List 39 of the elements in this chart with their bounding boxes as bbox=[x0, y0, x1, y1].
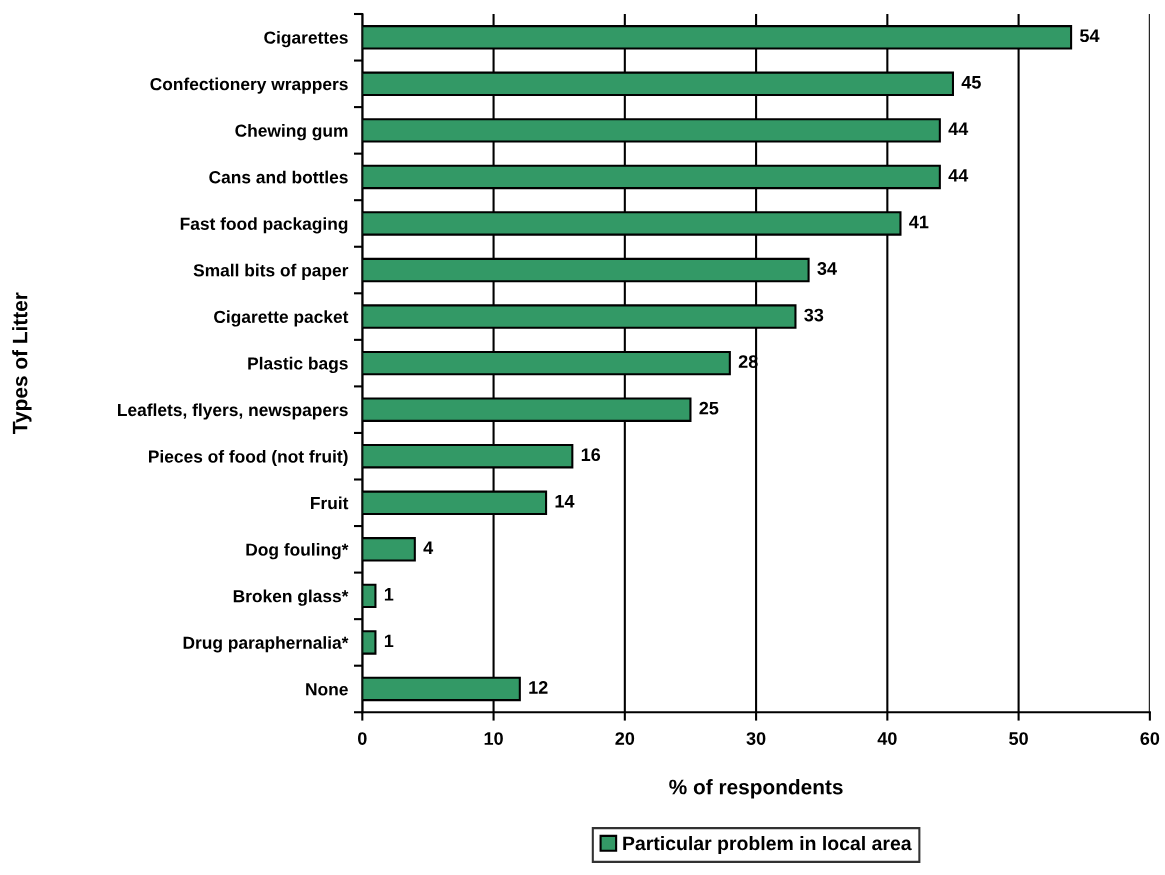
data-label: 33 bbox=[804, 308, 824, 322]
data-label: 34 bbox=[817, 262, 837, 275]
data-label: 41 bbox=[909, 215, 929, 229]
data-label: 44 bbox=[948, 169, 969, 182]
data-label: 25 bbox=[699, 401, 719, 415]
y-tick-label: Broken glass* bbox=[233, 589, 349, 606]
data-label: 4 bbox=[423, 541, 434, 554]
y-tick-label: Leaflets, flyers, newspapers bbox=[118, 403, 348, 420]
x-tick-label: 40 bbox=[877, 732, 897, 745]
y-tick-label: Dog fouling* bbox=[246, 543, 349, 560]
y-tick-label: Fruit bbox=[311, 496, 349, 510]
data-label: 14 bbox=[555, 495, 575, 508]
x-tick-label: 60 bbox=[1140, 732, 1160, 745]
data-label: 12 bbox=[529, 681, 548, 694]
legend-label: Particular problem in local area bbox=[623, 835, 912, 855]
x-tick-label: 30 bbox=[746, 732, 766, 745]
y-tick-label: Plastic bags bbox=[248, 356, 348, 374]
y-tick-label: Chewing gum bbox=[235, 124, 348, 141]
y-tick-label: Fast food packaging bbox=[180, 217, 348, 234]
data-label: 54 bbox=[1079, 29, 1100, 43]
y-tick-label: Small bits of paper bbox=[193, 263, 349, 280]
y-tick-label: Cigarettes bbox=[264, 30, 348, 48]
x-axis-title: % of respondents bbox=[669, 779, 843, 799]
data-label: 45 bbox=[961, 76, 981, 89]
y-tick-label: Pieces of food (not fruit) bbox=[149, 449, 348, 467]
x-tick-label: 50 bbox=[1009, 732, 1028, 745]
data-label: 1 bbox=[384, 634, 394, 648]
data-label: 44 bbox=[948, 122, 969, 136]
x-tick-label: 10 bbox=[484, 732, 503, 745]
y-tick-label: Confectionery wrappers bbox=[150, 77, 348, 94]
data-label: 16 bbox=[581, 448, 601, 462]
data-label: 1 bbox=[384, 588, 394, 601]
y-tick-label: Cigarette packet bbox=[214, 310, 349, 327]
y-tick-label: Drug paraphernalia* bbox=[183, 636, 349, 653]
y-tick-label: Cans and bottles bbox=[209, 170, 348, 184]
y-axis-title: Types of Litter bbox=[12, 292, 32, 434]
x-tick-label: 0 bbox=[358, 732, 367, 745]
x-tick-label: 20 bbox=[615, 732, 635, 745]
y-tick-label: None bbox=[306, 683, 348, 696]
